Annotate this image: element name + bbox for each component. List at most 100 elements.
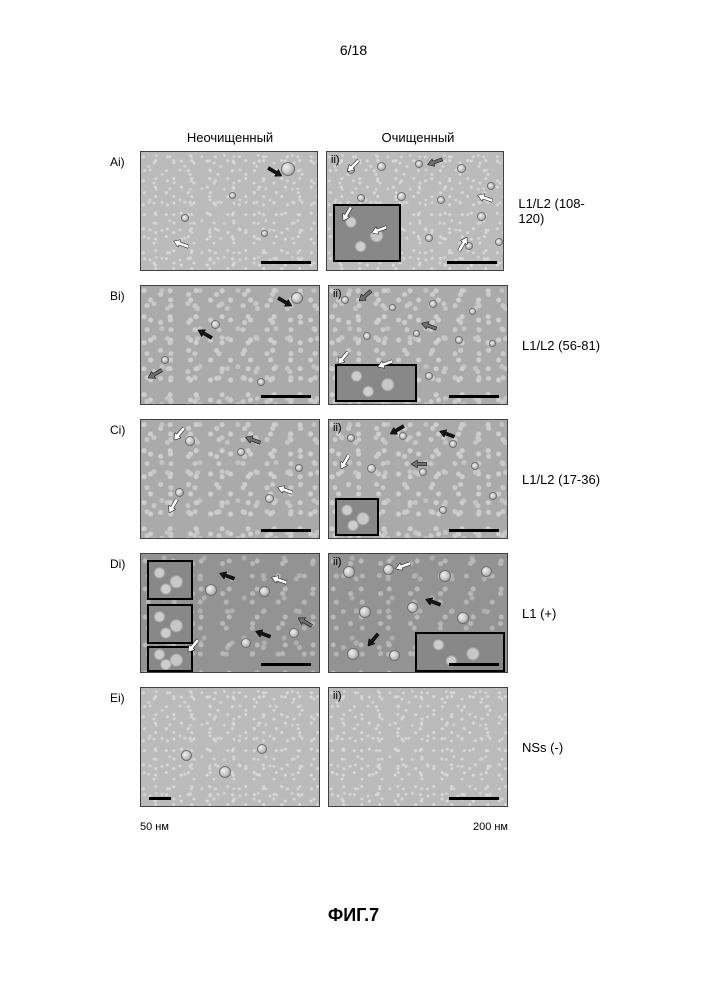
particle [481,566,492,577]
particle [175,488,184,497]
arrow-icon [172,238,190,251]
arrow-icon [276,484,294,497]
panel-sub-label: ii) [333,690,342,702]
particle [489,492,497,500]
particle [389,304,396,311]
arrow-icon [476,192,494,205]
particle [419,468,427,476]
particle [407,602,418,613]
particle [383,564,394,575]
particle [439,506,447,514]
particle [257,744,267,754]
particle [181,750,192,761]
page-number: 6/18 [340,42,367,58]
particle [377,162,386,171]
arrow-icon [365,631,381,648]
particle [425,234,433,242]
particle [477,212,486,221]
row-desc-D: L1 (+) [522,606,556,621]
scale-bar [261,395,311,398]
panel-E-left [140,687,320,807]
arrow-icon [356,288,373,304]
particle [259,586,270,597]
row-B: Bi) ii) L1/L2 (56-81) [110,285,610,405]
particle [295,464,303,472]
arrow-icon [254,628,272,641]
panel-D-left [140,553,320,673]
particle [185,436,195,446]
scale-bar [261,261,311,264]
particle [237,448,245,456]
arrow-icon [338,453,353,471]
row-desc-C: L1/L2 (17-36) [522,472,600,487]
particle [489,340,496,347]
particle [457,164,466,173]
particle [265,494,274,503]
arrow-icon [438,428,456,441]
particle [347,434,355,442]
row-C: Ci) ii) L1/L2 (17-36) [110,419,610,539]
scale-bar [261,529,311,532]
panel-E-right: ii) [328,687,508,807]
scale-bar [149,797,171,800]
particle [429,300,437,308]
col-header-purified: Очищенный [328,130,508,145]
scale-bar [449,797,499,800]
particle [457,612,469,624]
row-label-A: Ai) [110,151,140,169]
panel-A-right: ii) [326,151,504,271]
particle [341,296,349,304]
row-desc-E: NSs (-) [522,740,563,755]
particle [455,336,463,344]
particle [437,196,445,204]
inset-box [415,632,505,672]
scale-bar [261,663,311,666]
scale-bar [449,395,499,398]
panel-C-left [140,419,320,539]
scale-bar [449,663,499,666]
particle [415,160,423,168]
row-E: Ei) ii) NSs (-) [110,687,610,807]
scale-left: 50 нм [140,821,320,833]
scale-labels: 50 нм 200 нм [140,821,610,833]
arrow-icon [218,570,236,583]
inset-box [147,604,193,644]
column-headers: Неочищенный Очищенный [140,130,610,145]
panel-A-left [140,151,318,271]
arrow-icon [424,596,442,609]
row-label-E: Ei) [110,687,140,705]
particle [257,378,265,386]
panel-sub-label: ii) [333,556,342,568]
particle [211,320,220,329]
particle [359,606,371,618]
row-desc-B: L1/L2 (56-81) [522,338,600,353]
row-D: Di) ii) L1 (+) [110,553,610,673]
panel-B-left [140,285,320,405]
particle [413,330,420,337]
particle [161,356,169,364]
arrow-icon [296,615,314,630]
arrow-icon [394,560,412,573]
particle [439,570,451,582]
panel-sub-label: ii) [333,422,342,434]
particle [289,628,299,638]
arrow-icon [426,156,444,169]
arrow-icon [411,460,427,468]
particle [469,308,476,315]
scale-bar [449,529,499,532]
arrow-icon [146,367,164,382]
panel-C-right: ii) [328,419,508,539]
row-label-C: Ci) [110,419,140,437]
panel-B-right: ii) [328,285,508,405]
particle [347,648,359,660]
arrow-icon [270,574,288,587]
particle [357,194,365,202]
particle [487,182,495,190]
scale-right: 200 нм [328,821,508,833]
particle [425,372,433,380]
particle [389,650,400,661]
row-label-B: Bi) [110,285,140,303]
arrow-icon [244,434,262,447]
particle [219,766,231,778]
row-label-D: Di) [110,553,140,571]
